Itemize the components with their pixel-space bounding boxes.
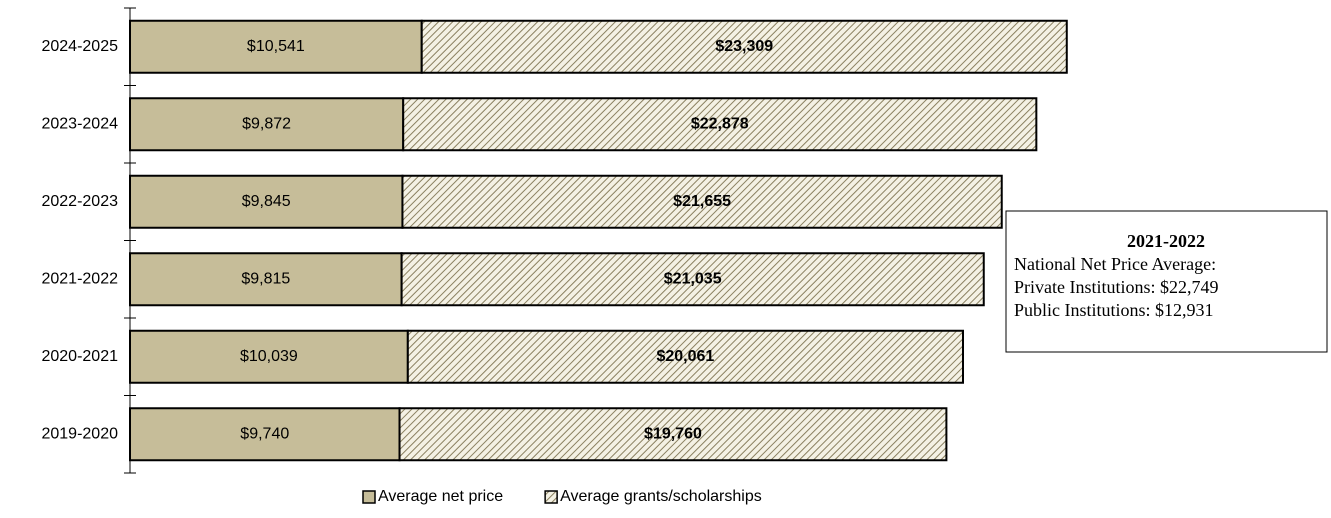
value-label: $9,845 xyxy=(242,193,291,210)
legend-swatch xyxy=(362,490,376,504)
bar-segment xyxy=(420,19,1068,74)
value-label: $9,872 xyxy=(242,115,291,132)
annotation-line: Private Institutions: $22,749 xyxy=(1014,277,1219,297)
value-label: $23,309 xyxy=(715,38,773,55)
value-label: $10,039 xyxy=(240,348,298,365)
annotation-box xyxy=(1005,210,1328,353)
value-label: $22,878 xyxy=(691,115,749,132)
value-label: $19,760 xyxy=(644,425,702,442)
annotation-title: 2021-2022 xyxy=(1127,231,1205,251)
value-label: $21,035 xyxy=(664,270,722,287)
annotation-line: Public Institutions: $12,931 xyxy=(1014,300,1214,320)
value-label: $21,655 xyxy=(673,193,731,210)
bar-segment xyxy=(129,19,423,74)
value-label: $9,740 xyxy=(240,425,289,442)
bar-segment xyxy=(401,174,1003,229)
y-tick-label: 2021-2022 xyxy=(41,270,118,287)
bar-segment xyxy=(129,174,404,229)
bar-segment xyxy=(398,407,948,462)
y-tick-label: 2024-2025 xyxy=(41,38,118,55)
y-tick-label: 2023-2024 xyxy=(41,115,118,132)
legend-swatch xyxy=(544,490,558,504)
value-label: $9,815 xyxy=(241,270,290,287)
annotation-line: National Net Price Average: xyxy=(1014,254,1216,274)
bar-segment xyxy=(129,97,405,152)
y-tick-label: 2019-2020 xyxy=(41,425,118,442)
bar-segment xyxy=(400,252,985,307)
legend-label: Average net price xyxy=(378,488,503,505)
legend-label: Average grants/scholarships xyxy=(560,488,762,505)
value-label: $20,061 xyxy=(656,348,714,365)
y-tick-label: 2020-2021 xyxy=(41,348,118,365)
value-label: $10,541 xyxy=(247,38,305,55)
bar-segment xyxy=(402,97,1038,152)
bar-segment xyxy=(406,329,964,384)
bar-segment xyxy=(129,252,403,307)
y-tick-label: 2022-2023 xyxy=(41,193,118,210)
